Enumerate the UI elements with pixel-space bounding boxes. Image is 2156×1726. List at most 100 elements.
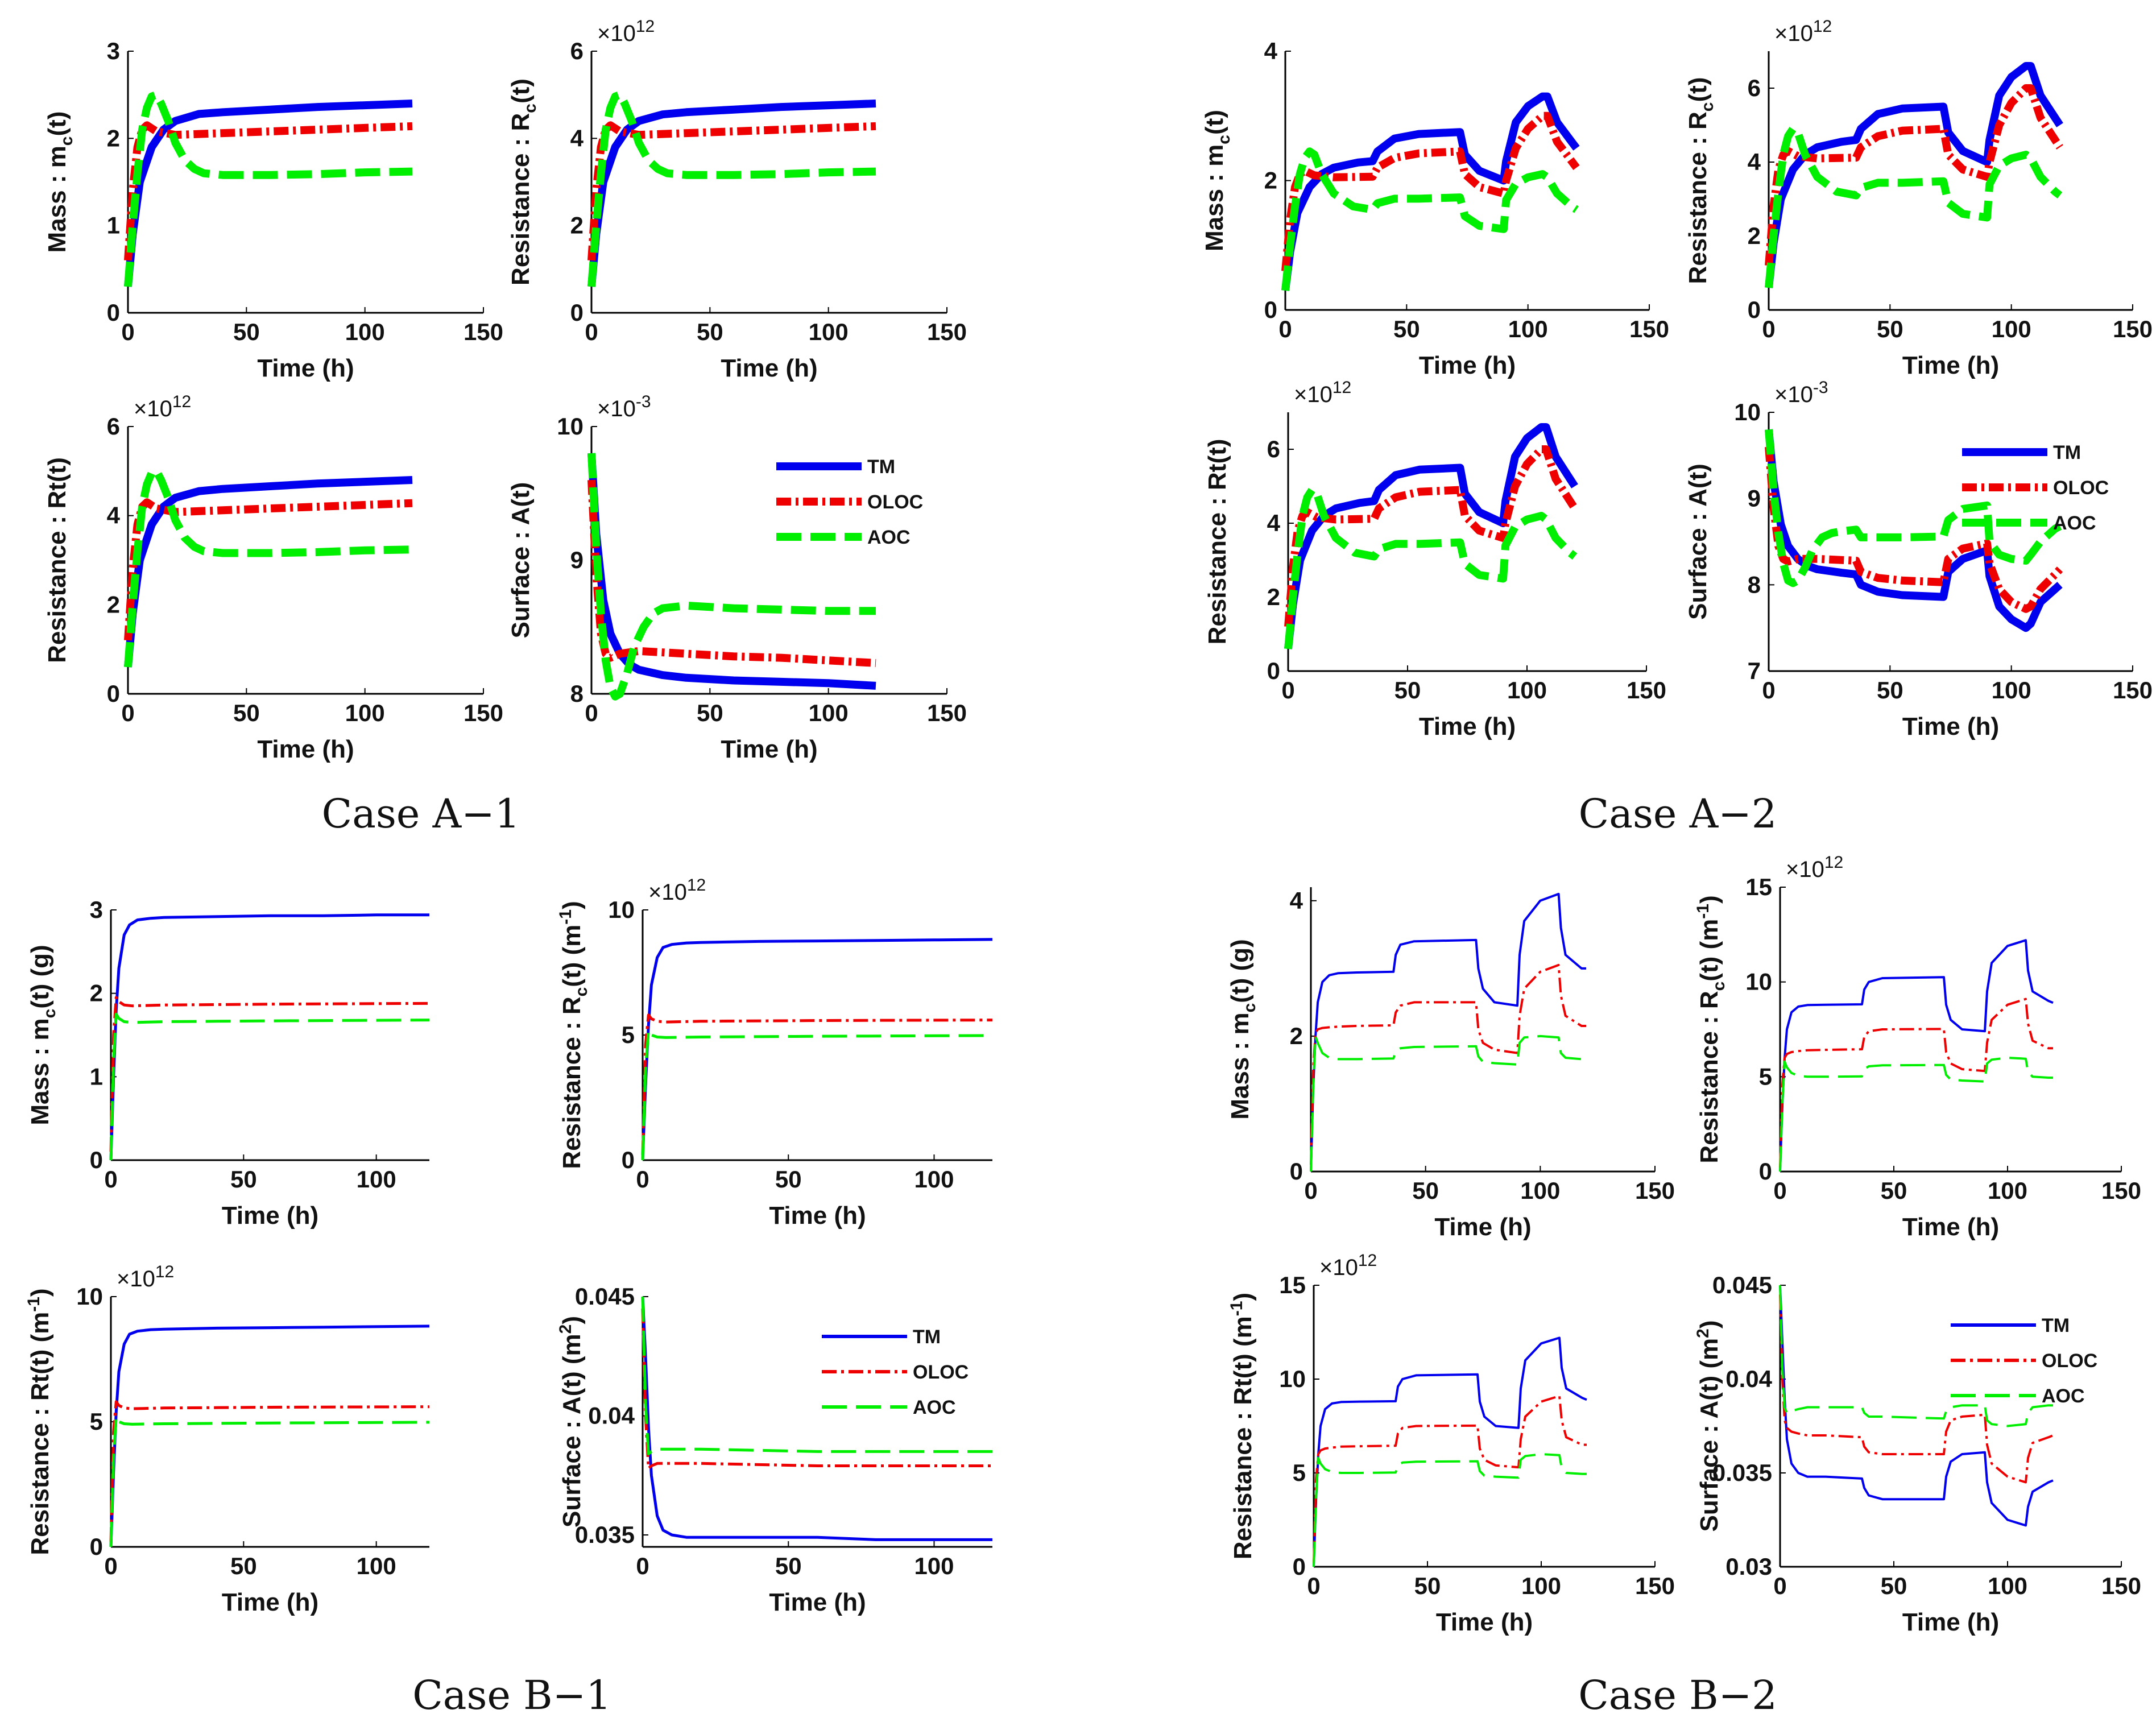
series-aoc bbox=[1779, 1057, 2053, 1172]
axis-multiplier: ×10-3 bbox=[1774, 378, 1828, 407]
series-aoc bbox=[1779, 1285, 2053, 1427]
series-aoc bbox=[641, 1296, 992, 1456]
x-tick-label: 0 bbox=[1304, 1177, 1317, 1204]
x-tick-label: 50 bbox=[1414, 1572, 1441, 1599]
x-tick-label: 0 bbox=[121, 318, 134, 345]
y-tick-label: 0 bbox=[1293, 1553, 1306, 1580]
y-axis-label: Resistance : Rc(t) (m-1) bbox=[1694, 895, 1728, 1163]
x-axis-label: Time (h) bbox=[222, 1588, 318, 1616]
y-tick-label: 9 bbox=[570, 547, 584, 573]
panel-14: 0 50 100 150 0 5 10 15 ×1012 Time (h) Resistance :… bbox=[1694, 853, 2141, 1241]
x-axis-label: Time (h) bbox=[1419, 351, 1516, 379]
y-axis-label: Mass : mc(t) bbox=[1201, 110, 1234, 251]
y-tick-label: 2 bbox=[90, 980, 103, 1007]
x-tick-label: 0 bbox=[585, 318, 598, 345]
y-axis-label: Mass : mc(t) (g) bbox=[1226, 939, 1259, 1119]
x-tick-label: 100 bbox=[1521, 1572, 1561, 1599]
x-tick-label: 0 bbox=[1281, 677, 1294, 703]
y-axis-label: Mass : mc(t) bbox=[43, 111, 76, 253]
y-tick-label: 0.045 bbox=[1712, 1272, 1772, 1298]
y-tick-label: 9 bbox=[1748, 485, 1761, 512]
y-tick-label: 2 bbox=[107, 125, 120, 151]
y-tick-label: 2 bbox=[1290, 1023, 1303, 1049]
x-axis-label: Time (h) bbox=[769, 1202, 866, 1230]
x-tick-label: 0 bbox=[636, 1166, 649, 1193]
y-tick-label: 0 bbox=[1264, 296, 1277, 323]
series-oloc bbox=[1779, 997, 2053, 1168]
axis-multiplier: ×1012 bbox=[648, 876, 706, 905]
y-tick-label: 7 bbox=[1748, 657, 1761, 684]
y-tick-label: 4 bbox=[570, 125, 584, 151]
y-tick-label: 0 bbox=[90, 1533, 103, 1560]
y-tick-label: 4 bbox=[1267, 510, 1281, 536]
y-tick-label: 0.04 bbox=[588, 1402, 635, 1429]
x-tick-label: 50 bbox=[1877, 316, 1903, 342]
x-tick-label: 150 bbox=[2101, 1572, 2141, 1599]
series-aoc bbox=[587, 453, 876, 701]
series-aoc bbox=[1765, 125, 2063, 288]
y-axis-label: Surface : A(t) (m2) bbox=[556, 1316, 586, 1528]
y-tick-label: 6 bbox=[107, 413, 120, 440]
legend-label-oloc: OLOC bbox=[2042, 1350, 2097, 1372]
x-tick-label: 50 bbox=[1877, 677, 1903, 703]
x-tick-label: 0 bbox=[1773, 1177, 1786, 1204]
panel-2: 0 50 100 150 0 2 4 6 ×1012 Time (h) Resistance : R… bbox=[507, 17, 967, 382]
legend-label-tm: TM bbox=[867, 456, 895, 478]
x-tick-label: 150 bbox=[1635, 1572, 1675, 1599]
x-tick-label: 50 bbox=[233, 318, 260, 345]
x-tick-label: 150 bbox=[464, 318, 503, 345]
series-oloc bbox=[1281, 111, 1580, 272]
series-tm bbox=[124, 476, 413, 668]
y-tick-label: 1 bbox=[90, 1063, 103, 1090]
x-tick-label: 50 bbox=[775, 1553, 802, 1579]
y-tick-label: 3 bbox=[107, 38, 120, 64]
series-oloc bbox=[109, 996, 430, 1152]
y-tick-label: 6 bbox=[1748, 74, 1761, 101]
x-axis-label: Time (h) bbox=[1436, 1608, 1533, 1636]
axis-multiplier: ×1012 bbox=[1294, 378, 1351, 407]
y-tick-label: 8 bbox=[570, 680, 584, 707]
panel-4: 0 50 100 150 8 9 10 ×10-3 Time (h) Surface : A(t)… bbox=[507, 392, 967, 763]
y-axis-label: Resistance : Rc(t) bbox=[507, 78, 540, 285]
x-tick-label: 100 bbox=[345, 699, 385, 726]
x-tick-label: 50 bbox=[233, 699, 260, 726]
x-tick-label: 100 bbox=[1508, 316, 1548, 342]
axis-multiplier: ×1012 bbox=[134, 392, 191, 421]
x-tick-label: 100 bbox=[1992, 316, 2031, 342]
y-axis-label: Resistance : Rt(t) bbox=[1203, 439, 1231, 645]
x-tick-label: 50 bbox=[1412, 1177, 1439, 1204]
y-tick-label: 10 bbox=[76, 1283, 103, 1310]
y-axis-label: Resistance : Rt(t) (m-1) bbox=[1227, 1293, 1257, 1559]
y-axis-label: Resistance : Rt(t) (m-1) bbox=[24, 1288, 54, 1555]
series-aoc bbox=[1284, 486, 1578, 649]
series-oloc bbox=[1313, 1394, 1587, 1563]
series-aoc bbox=[109, 1012, 430, 1161]
series-oloc bbox=[1765, 84, 2063, 266]
y-tick-label: 15 bbox=[1745, 874, 1772, 900]
series-oloc bbox=[1284, 445, 1578, 627]
panel-8: 0 50 100 150 7 8 9 10 ×10-3 Time (h) Surface : A(t… bbox=[1684, 378, 2153, 740]
series-oloc bbox=[1310, 963, 1586, 1165]
caption-case-a1: Case A−1 bbox=[322, 790, 520, 837]
y-tick-label: 5 bbox=[90, 1408, 103, 1435]
x-tick-label: 100 bbox=[357, 1166, 396, 1193]
x-tick-label: 150 bbox=[2101, 1177, 2141, 1204]
x-tick-label: 0 bbox=[1762, 316, 1775, 342]
panel-13: 0 50 100 150 0 2 4 Time (h) Mass : mc(t) (g) bbox=[1226, 887, 1675, 1241]
axis-multiplier: ×1012 bbox=[597, 17, 655, 46]
x-axis-label: Time (h) bbox=[1902, 713, 1999, 740]
y-axis-label: Surface : A(t) bbox=[507, 482, 535, 639]
x-tick-label: 50 bbox=[1394, 677, 1421, 703]
y-tick-label: 0.035 bbox=[1712, 1459, 1772, 1486]
x-axis-label: Time (h) bbox=[1419, 713, 1516, 740]
x-axis-label: Time (h) bbox=[257, 354, 354, 382]
x-tick-label: 100 bbox=[1988, 1572, 2027, 1599]
x-tick-label: 150 bbox=[1627, 677, 1666, 703]
y-tick-label: 6 bbox=[570, 38, 584, 64]
series-aoc bbox=[1765, 429, 2062, 587]
x-axis-label: Time (h) bbox=[721, 354, 817, 382]
series-aoc bbox=[124, 467, 413, 668]
axis-multiplier: ×1012 bbox=[1319, 1251, 1377, 1280]
